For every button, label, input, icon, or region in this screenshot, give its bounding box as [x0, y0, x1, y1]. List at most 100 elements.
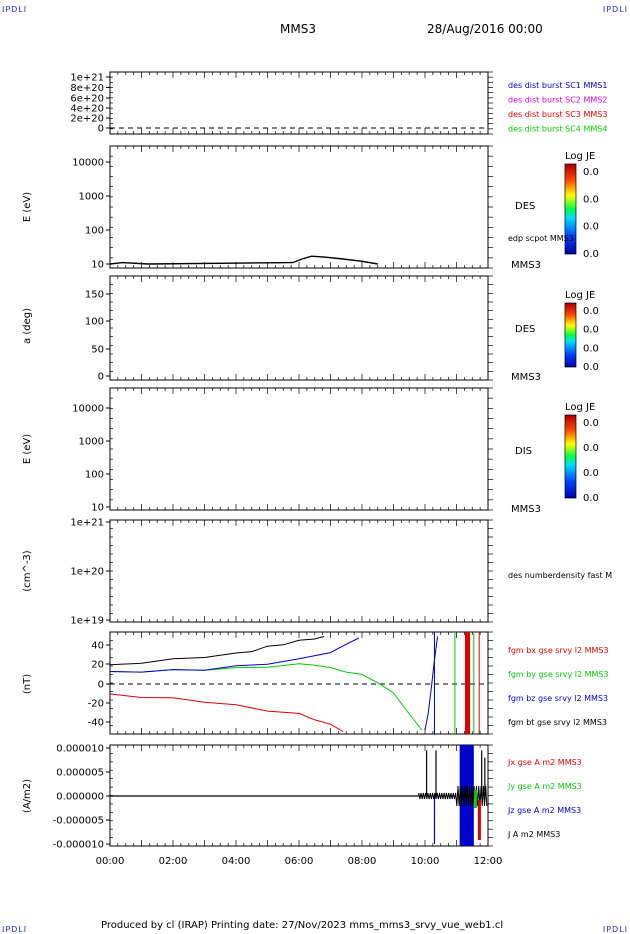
- vertical-bar: [454, 632, 456, 734]
- y-tick-label: 1e+19: [70, 616, 104, 627]
- date-title: 28/Aug/2016 00:00: [427, 22, 543, 36]
- y-tick-label: 100: [85, 317, 104, 328]
- x-tick-label: 12:00: [474, 856, 503, 867]
- panel3-frame: [109, 275, 489, 381]
- vertical-bar: [473, 632, 475, 734]
- colorbar-tick-label: 0.0: [583, 194, 599, 205]
- legend-entry: J A m2 MMS3: [507, 830, 560, 839]
- y-tick-label: 10000: [72, 404, 104, 415]
- colorbar-tick-label: 0.0: [583, 325, 599, 336]
- y-tick-label: 6e+20: [70, 94, 104, 105]
- scpot-overlay-line: [109, 255, 378, 265]
- legend-entry: des dist burst SC2 MMS2: [508, 96, 607, 105]
- panel2-sc-label: MMS3: [511, 260, 541, 271]
- panel4-sc-label: MMS3: [511, 504, 541, 515]
- y-tick-label: 0.000010: [56, 744, 104, 755]
- corner-mark-bottom-right: IPDLI: [602, 925, 628, 934]
- legend-entry: fgm bx gse srvy l2 MMS3: [508, 646, 609, 655]
- current-spike: [477, 800, 481, 840]
- series-line: [109, 693, 344, 733]
- y-tick-label: 150: [85, 290, 104, 301]
- panel5-frame: [109, 519, 489, 623]
- overlay-label: edp scpot MMS3: [508, 234, 574, 243]
- colorbar-tick-label: 0.0: [583, 468, 599, 479]
- panel4-frame: [109, 387, 489, 511]
- colorbar-tick-label: 0.0: [583, 249, 599, 260]
- y-tick-label: 1e+21: [70, 73, 104, 84]
- panel4-colorbar: [564, 414, 577, 499]
- colorbar-tick-label: 0.0: [583, 343, 599, 354]
- y-tick-label: 0.000000: [56, 792, 104, 803]
- y-tick-label: 20: [91, 660, 104, 671]
- y-tick-label: 1e+20: [70, 567, 104, 578]
- panel5-ylabel: (cm^-3): [22, 550, 33, 591]
- legend-entry: des dist burst SC1 MMS1: [508, 81, 607, 90]
- vertical-bar: [433, 632, 435, 734]
- spacecraft-title: MMS3: [280, 22, 316, 36]
- corner-mark-bottom-left: IPDLI: [2, 925, 28, 934]
- series-line: [109, 637, 360, 673]
- legend-entry: fgm bt gse srvy l2 MMS3: [508, 718, 607, 727]
- legend-entry: des dist burst SC3 MMS3: [508, 110, 607, 119]
- footer-credit: Produced by cl (IRAP) Printing date: 27/…: [101, 920, 504, 931]
- panel3-colorbar: [564, 302, 577, 368]
- colorbar-tick-label: 0.0: [583, 418, 599, 429]
- y-tick-label: -0.000010: [53, 840, 104, 851]
- x-tick-label: 02:00: [159, 856, 188, 867]
- legend-entry: Jx gse A m2 MMS3: [507, 758, 582, 767]
- panel3-sc-label: MMS3: [511, 372, 541, 383]
- current-spike: [474, 790, 478, 808]
- y-tick-label: 1000: [79, 192, 104, 203]
- corner-mark-top-right: IPDLI: [602, 5, 628, 14]
- vertical-bar: [478, 632, 480, 734]
- y-tick-label: 1e+21: [70, 518, 104, 529]
- x-tick-label: 10:00: [411, 856, 440, 867]
- panel3-colorbar-title: Log JE: [565, 290, 595, 301]
- panel2-ylabel: E (eV): [22, 192, 33, 222]
- x-tick-label: 08:00: [348, 856, 377, 867]
- legend-entry: fgm by gse srvy l2 MMS3: [508, 670, 609, 679]
- panel3-species-label: DES: [515, 324, 535, 335]
- y-tick-label: 0.000005: [56, 768, 104, 779]
- series-line: [424, 636, 439, 731]
- panel2-colorbar: [564, 163, 577, 255]
- x-tick-label: 00:00: [96, 856, 125, 867]
- colorbar-tick-label: 0.0: [583, 306, 599, 317]
- y-tick-label: 2e+20: [70, 114, 104, 125]
- y-tick-label: -40: [88, 718, 104, 729]
- panel7-ylabel: (A/m2): [22, 779, 33, 813]
- y-tick-label: 50: [91, 345, 104, 356]
- colorbar-tick-label: 0.0: [583, 493, 599, 504]
- colorbar-tick-label: 0.0: [583, 443, 599, 454]
- panel3-ylabel: a (deg): [22, 308, 33, 344]
- y-tick-label: 100: [85, 470, 104, 481]
- colorbar-tick-label: 0.0: [583, 362, 599, 373]
- vertical-bar: [465, 632, 471, 734]
- series-line: [109, 635, 325, 666]
- y-tick-label: -0.000005: [53, 816, 104, 827]
- y-tick-label: -20: [88, 699, 104, 710]
- y-tick-label: 40: [91, 641, 104, 652]
- panel4-colorbar-title: Log JE: [565, 402, 595, 413]
- y-tick-label: 10: [91, 503, 104, 514]
- colorbar-tick-label: 0.0: [583, 222, 599, 233]
- x-tick-label: 04:00: [222, 856, 251, 867]
- panel2-frame: [109, 145, 489, 269]
- panel4-species-label: DIS: [515, 446, 532, 457]
- colorbar-tick-label: 0.0: [583, 167, 599, 178]
- y-tick-label: 1000: [79, 437, 104, 448]
- panel2-species-label: DES: [515, 201, 535, 212]
- legend-entry: fgm bz gse srvy l2 MMS3: [508, 694, 608, 703]
- y-tick-label: 10: [91, 260, 104, 271]
- panel6-ylabel: (nT): [22, 674, 33, 694]
- legend-entry: Jy gse A m2 MMS3: [507, 782, 582, 791]
- y-tick-label: 0: [98, 124, 104, 135]
- y-tick-label: 8e+20: [70, 83, 104, 94]
- y-tick-label: 0: [98, 372, 104, 383]
- panel1-frame: [109, 71, 489, 135]
- y-tick-label: 10000: [72, 158, 104, 169]
- legend-entry: Jz gse A m2 MMS3: [507, 806, 581, 815]
- panel4-ylabel: E (eV): [22, 434, 33, 464]
- corner-mark-top-left: IPDLI: [2, 5, 28, 14]
